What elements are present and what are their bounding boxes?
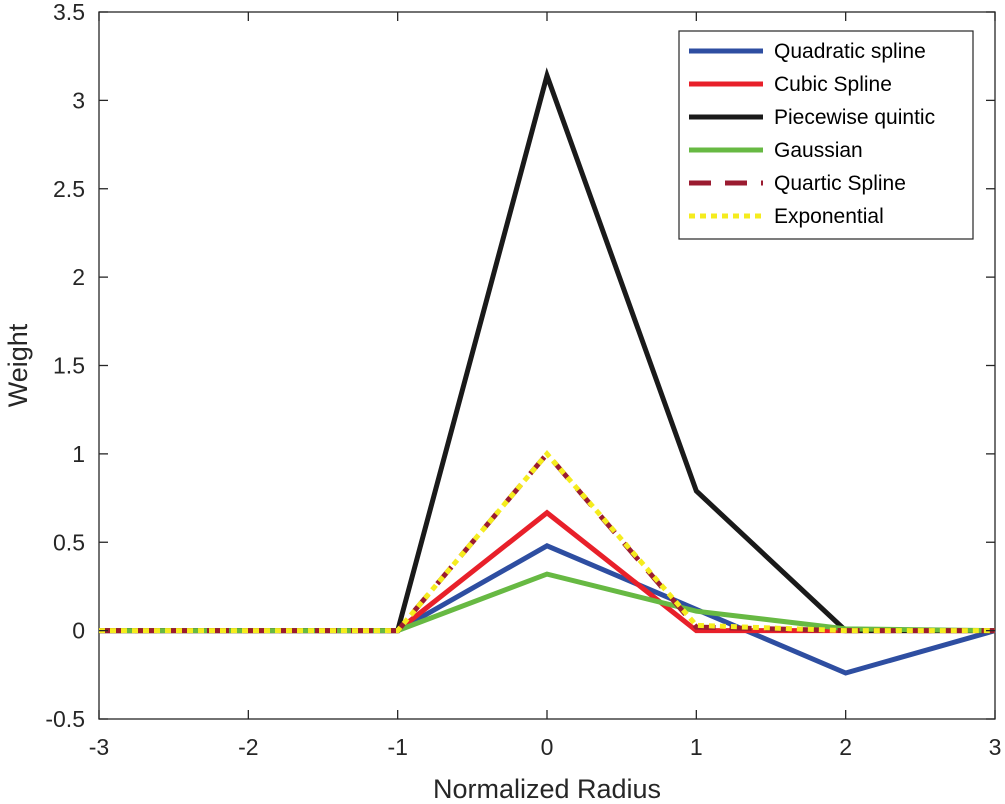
- y-tick-label: 2: [72, 264, 85, 290]
- series-layer: [99, 67, 996, 676]
- y-tick-label: 1.5: [53, 353, 85, 379]
- legend-box: [678, 30, 974, 240]
- x-tick-label: 0: [541, 734, 554, 760]
- y-tick-label: 2.5: [53, 176, 85, 202]
- x-axis-label: Normalized Radius: [433, 774, 661, 804]
- legend-label-gaussian: Gaussian: [774, 139, 863, 162]
- y-tick-label: 3: [72, 87, 85, 113]
- y-tick-label: 0.5: [53, 529, 85, 555]
- ticks-layer: -3 -2 -1 0 1 2 3 -0.5 0 0.5 1 1.5 2 2.5 3 3.5: [45, 0, 1001, 760]
- y-tick-label: 0: [72, 618, 85, 644]
- legend-label-cubic-spline: Cubic Spline: [774, 73, 892, 96]
- x-tick-label: 1: [690, 734, 703, 760]
- legend: Quadratic spline Cubic Spline Piecewise qu…: [678, 30, 974, 240]
- x-tick-label: -3: [89, 734, 109, 760]
- series-line-exponential: [99, 450, 995, 634]
- legend-label-quadratic-spline: Quadratic spline: [774, 40, 926, 63]
- x-tick-label: 2: [839, 734, 852, 760]
- y-tick-label: 1: [72, 441, 85, 467]
- legend-label-quartic-spline: Quartic Spline: [774, 172, 906, 195]
- x-tick-label: -1: [387, 734, 407, 760]
- legend-label-exponential: Exponential: [774, 205, 884, 228]
- legend-label-piecewise-quintic: Piecewise quintic: [774, 106, 935, 129]
- y-tick-label: 3.5: [53, 0, 85, 25]
- y-tick-label: -0.5: [45, 706, 85, 732]
- x-tick-label: -2: [238, 734, 258, 760]
- x-tick-label: 3: [989, 734, 1002, 760]
- y-axis-label: Weight: [3, 323, 33, 407]
